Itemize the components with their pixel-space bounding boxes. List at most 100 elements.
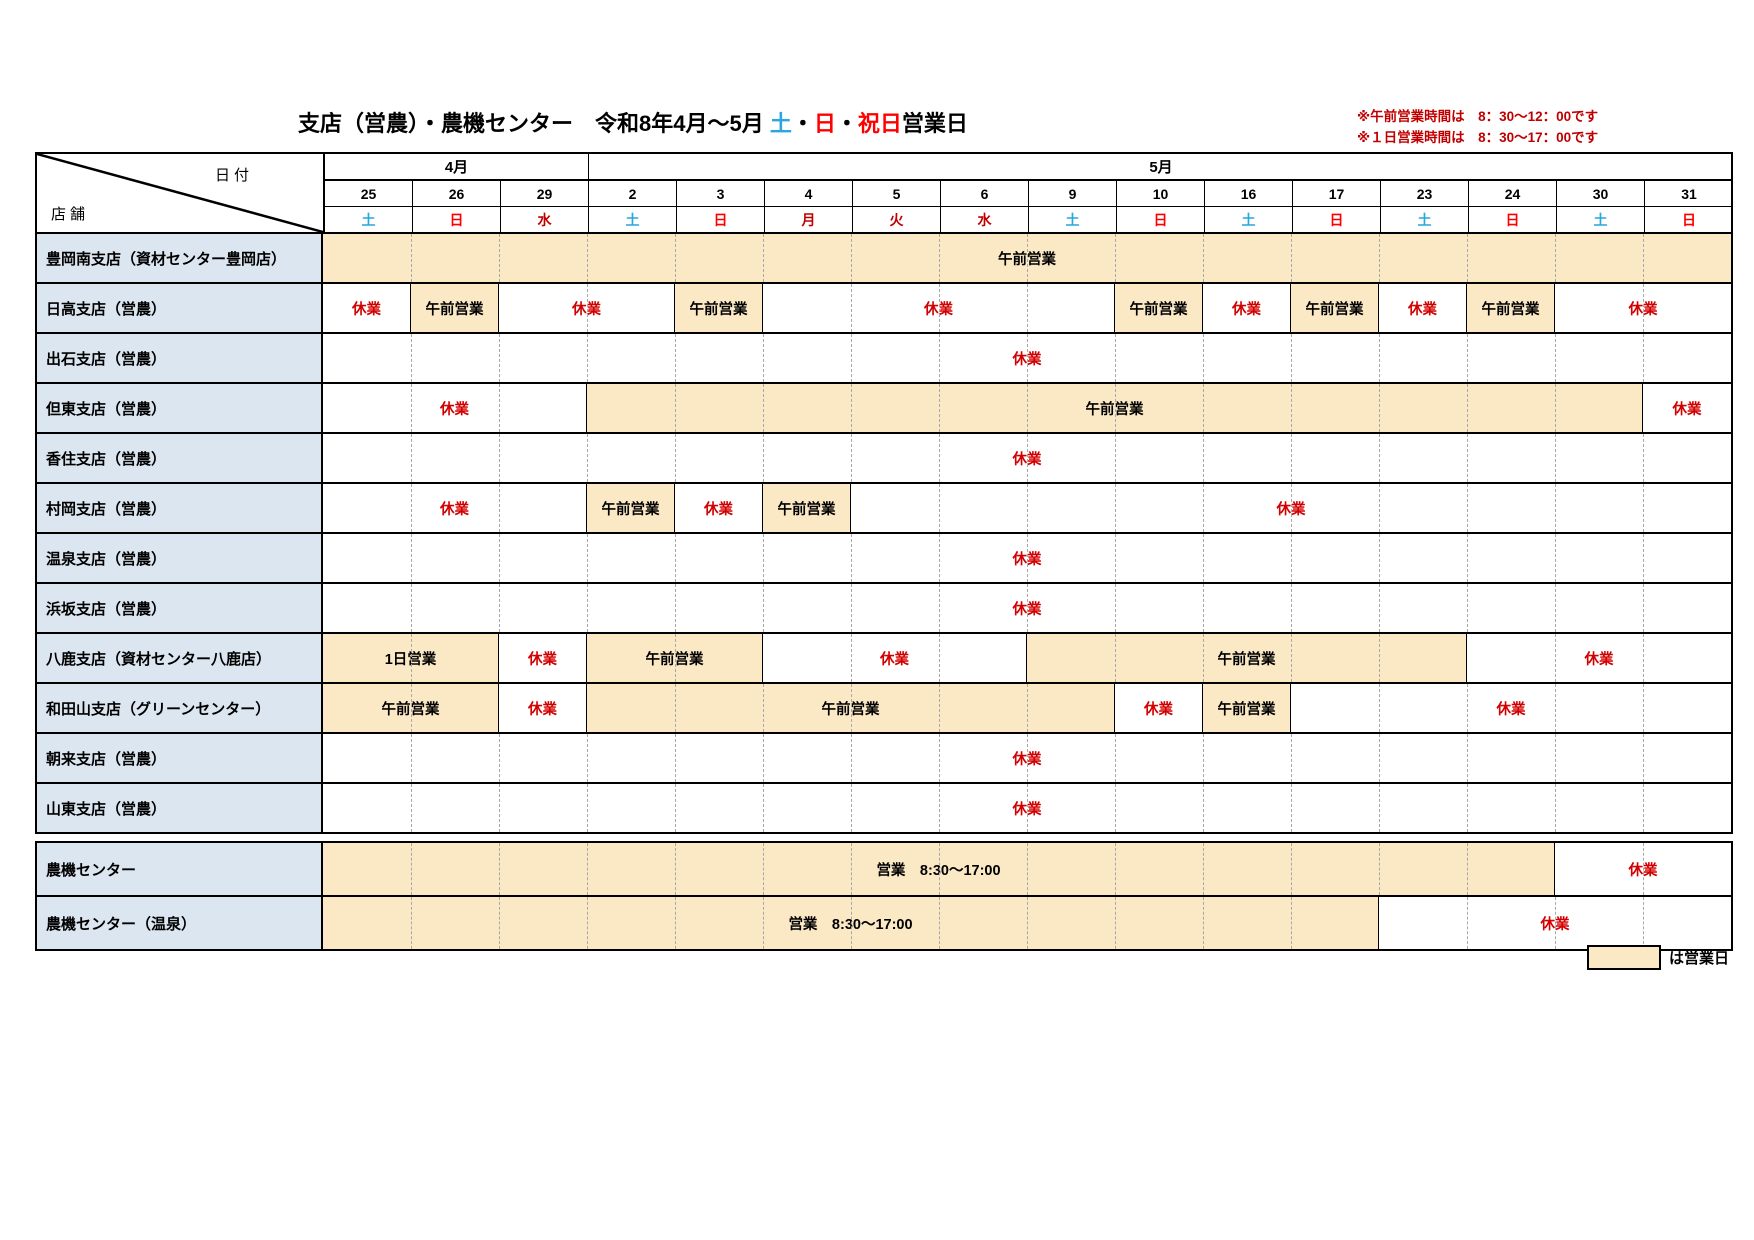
schedule-cell-text: 休業 [1584, 651, 1614, 668]
column-dashed-separator [587, 734, 588, 782]
date-cell: 16 [1205, 181, 1293, 207]
note-line-fullday: ※１日営業時間は 8：30～17：00です [1357, 130, 1599, 145]
column-dashed-separator [763, 784, 764, 832]
row-cells: 休業 [323, 784, 1731, 832]
date-cell: 4 [765, 181, 853, 207]
column-dashed-separator [1291, 334, 1292, 382]
schedule-cell-text: 休業 [440, 401, 469, 418]
schedule-cell-text: 午前営業 [689, 301, 748, 318]
schedule-cell: 午前営業 [1467, 284, 1555, 332]
schedule-cell-text: 休業 [1540, 916, 1570, 933]
column-dashed-separator [411, 843, 412, 895]
day-cell: 日 [1117, 207, 1205, 232]
column-dashed-separator [411, 434, 412, 482]
date-cell: 25 [325, 181, 413, 207]
column-dashed-separator [1555, 534, 1556, 582]
column-dashed-separator [1203, 734, 1204, 782]
store-name-cell: 豊岡南支店（資材センター豊岡店） [37, 234, 323, 282]
column-dashed-separator [1467, 584, 1468, 632]
column-dashed-separator [851, 284, 852, 332]
column-dashed-separator [1291, 584, 1292, 632]
date-cell: 2 [589, 181, 677, 207]
schedule-cell-text: 休業 [1232, 301, 1261, 318]
date-cell: 24 [1469, 181, 1557, 207]
day-cell: 水 [501, 207, 589, 232]
column-dashed-separator [763, 734, 764, 782]
column-dashed-separator [1379, 734, 1380, 782]
column-dashed-separator [1643, 434, 1644, 482]
column-dashed-separator [1115, 484, 1116, 532]
schedule-cell: 休業 [323, 784, 1731, 832]
column-dashed-separator [1467, 384, 1468, 432]
column-dashed-separator [1379, 334, 1380, 382]
date-cell: 5 [853, 181, 941, 207]
row-cells: 午前営業 [323, 234, 1731, 282]
date-cell: 30 [1557, 181, 1645, 207]
column-dashed-separator [1027, 484, 1028, 532]
store-name-cell: 八鹿支店（資材センター八鹿店） [37, 634, 323, 682]
schedule-cell-text: 休業 [1408, 301, 1437, 318]
column-dashed-separator [499, 534, 500, 582]
column-dashed-separator [1027, 897, 1028, 949]
date-cell: 9 [1029, 181, 1117, 207]
column-dashed-separator [939, 634, 940, 682]
column-dashed-separator [1203, 384, 1204, 432]
column-dashed-separator [851, 384, 852, 432]
column-dashed-separator [1291, 534, 1292, 582]
day-cell: 日 [1469, 207, 1557, 232]
table-row: 香住支店（営農） 休業 [37, 434, 1731, 484]
column-dashed-separator [1291, 434, 1292, 482]
schedule-table-area: 日付 店舗 4月 5月 25 26 29 2 3 4 5 6 9 10 16 17 23 24 30 31 土日… [35, 152, 1733, 951]
table-row: 農機センター（温泉） 営業 8:30～17:00 休業 [37, 897, 1731, 949]
schedule-cell-text: 休業 [1012, 551, 1042, 568]
title-segment: ・ [791, 111, 814, 136]
schedule-cell: 午前営業 [587, 684, 1115, 732]
store-name-cell: 農機センター [37, 843, 323, 895]
column-dashed-separator [587, 434, 588, 482]
legend: は営業日 [35, 945, 1729, 970]
branch-schedule-table: 日付 店舗 4月 5月 25 26 29 2 3 4 5 6 9 10 16 17 23 24 30 31 土日… [35, 152, 1733, 834]
store-name-cell: 香住支店（営農） [37, 434, 323, 482]
column-dashed-separator [939, 584, 940, 632]
column-dashed-separator [587, 897, 588, 949]
schedule-cell: 午前営業 [411, 284, 499, 332]
column-dashed-separator [1467, 734, 1468, 782]
schedule-cell: 午前営業 [675, 284, 763, 332]
column-dashed-separator [1115, 634, 1116, 682]
schedule-cell-text: 休業 [1012, 601, 1042, 618]
date-cell: 10 [1117, 181, 1205, 207]
schedule-cell-text: 営業 8:30～17:00 [788, 916, 913, 933]
column-dashed-separator [1203, 534, 1204, 582]
schedule-cell-text: 休業 [704, 501, 733, 518]
schedule-cell: 休業 [323, 384, 587, 432]
column-dashed-separator [1555, 784, 1556, 832]
column-dashed-separator [1115, 434, 1116, 482]
column-dashed-separator [411, 384, 412, 432]
column-dashed-separator [1115, 734, 1116, 782]
schedule-cell: 休業 [1291, 684, 1731, 732]
column-dashed-separator [763, 384, 764, 432]
schedule-cell-text: 午前営業 [1085, 401, 1144, 418]
column-dashed-separator [1291, 843, 1292, 895]
column-dashed-separator [675, 534, 676, 582]
schedule-cell: 休業 [323, 484, 587, 532]
column-dashed-separator [1203, 897, 1204, 949]
schedule-cell: 休業 [851, 484, 1731, 532]
column-dashed-separator [1115, 534, 1116, 582]
column-dashed-separator [1379, 634, 1380, 682]
column-dashed-separator [1555, 734, 1556, 782]
column-dashed-separator [1555, 634, 1556, 682]
column-dashed-separator [939, 784, 940, 832]
column-dashed-separator [675, 734, 676, 782]
row-cells: 営業 8:30～17:00 休業 [323, 843, 1731, 895]
column-dashed-separator [1379, 434, 1380, 482]
schedule-cell: 午前営業 [323, 234, 1731, 282]
notes: ※午前営業時間は 8：30～12：00です ※１日営業時間は 8：30～17：0… [1357, 106, 1598, 148]
schedule-cell: 休業 [1203, 284, 1291, 332]
schedule-cell-text: 午前営業 [645, 651, 704, 668]
table-row: 但東支店（営農） 休業 午前営業 休業 [37, 384, 1731, 434]
column-dashed-separator [1379, 384, 1380, 432]
corner-cell: 日付 店舗 [37, 154, 325, 232]
column-dashed-separator [675, 384, 676, 432]
schedule-cell: 休業 [763, 284, 1115, 332]
